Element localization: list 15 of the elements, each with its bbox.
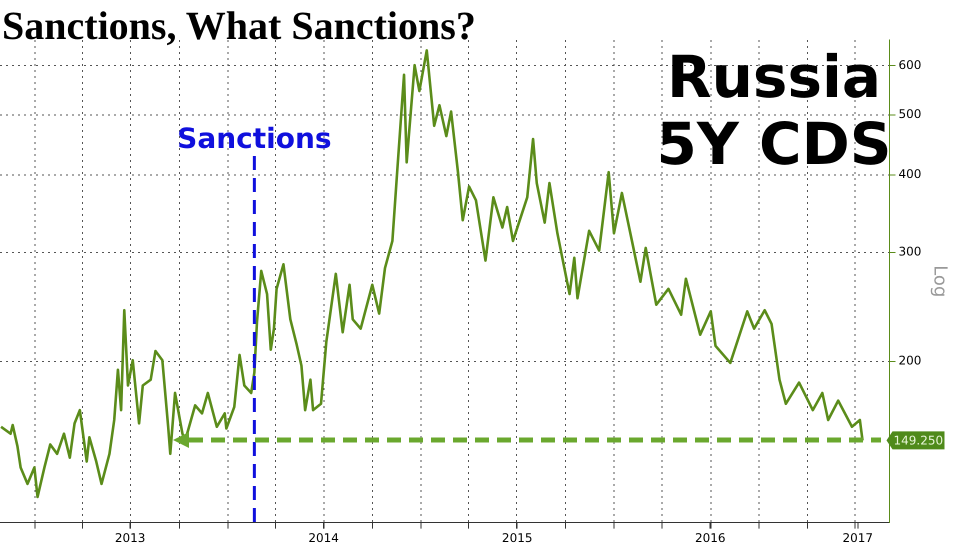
annotation: 149.250	[893, 434, 944, 448]
chart-title: Sanctions, What Sanctions?	[2, 2, 476, 49]
y-tick-label: 200	[898, 354, 922, 368]
y-tick-label: 300	[898, 244, 922, 258]
x-tick-label: 2013	[114, 530, 146, 545]
x-tick-label: 2015	[502, 530, 532, 545]
x-tick-label: 2016	[694, 530, 726, 545]
x-tick-label: 2017	[842, 530, 874, 545]
x-tick-label: 2014	[308, 530, 339, 545]
y-axis-title: Log	[930, 265, 951, 298]
y-tick-label: 500	[898, 106, 922, 121]
text: Russia 5Y CDS	[656, 43, 892, 178]
ref-line-label: Sanctions	[177, 122, 332, 155]
y-tick-label: 600	[898, 58, 922, 72]
y-tick-label: 400	[898, 167, 922, 182]
